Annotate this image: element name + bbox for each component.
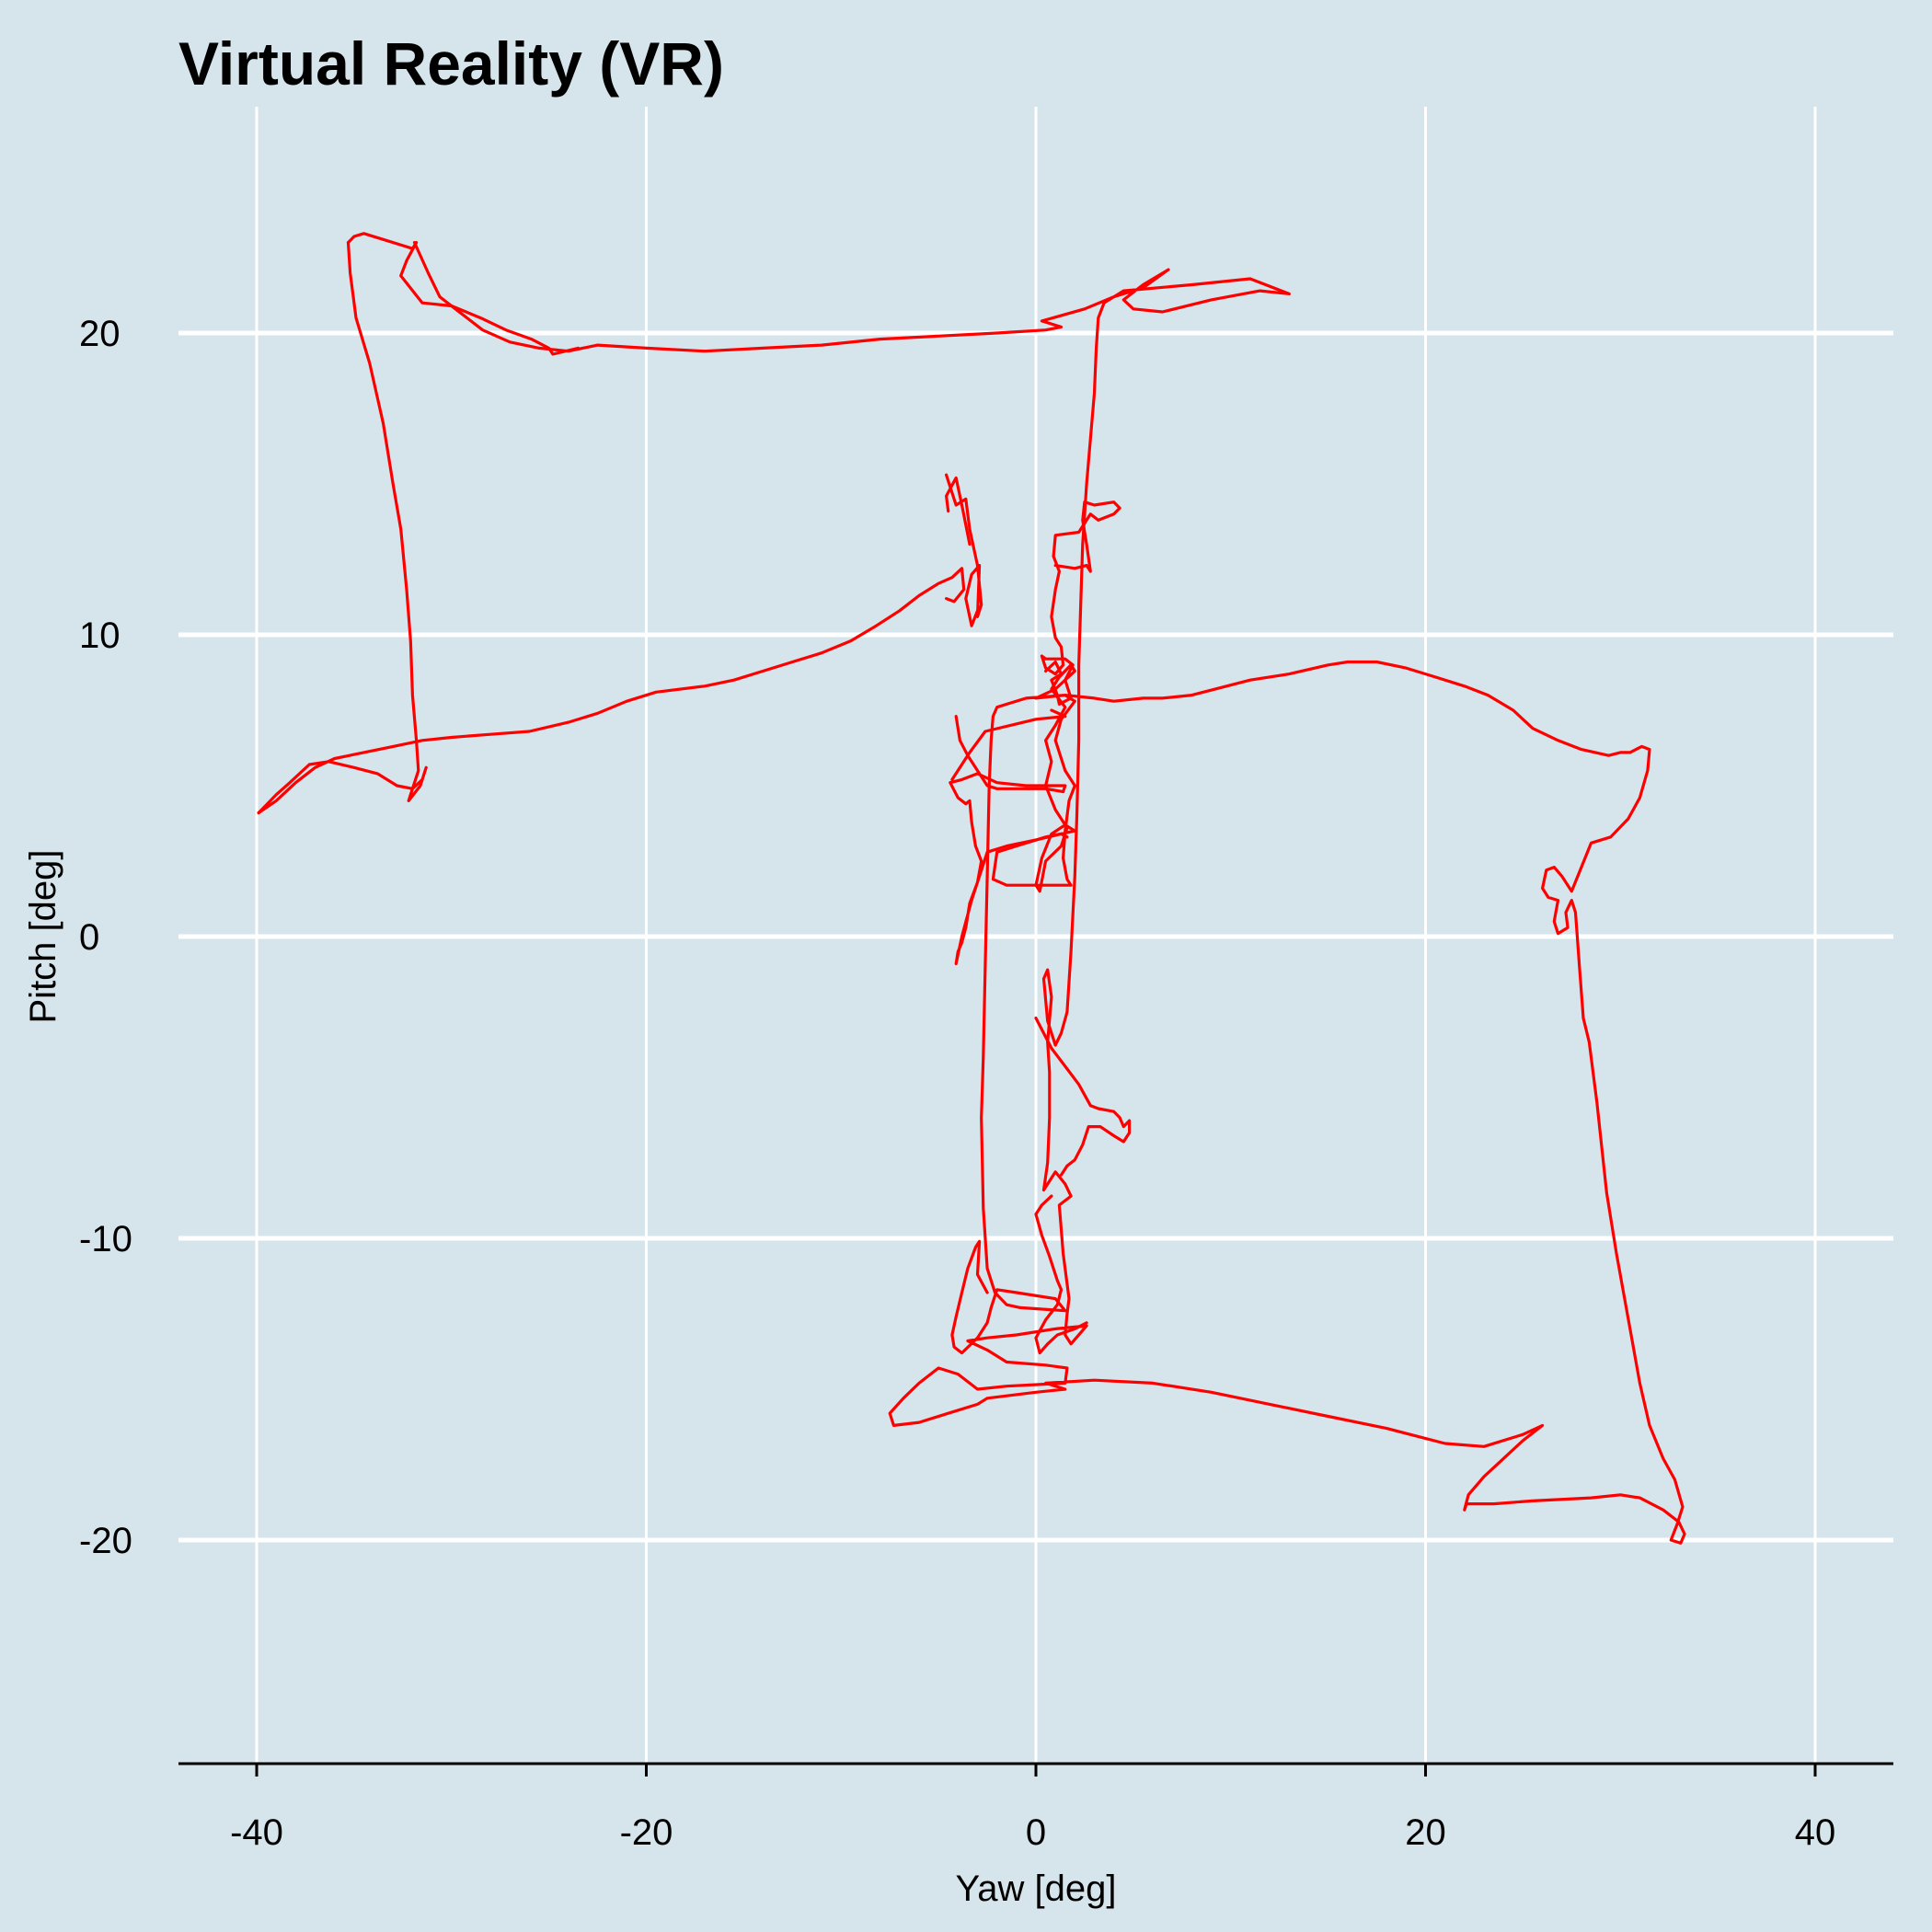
y-tick-label-4: 20 xyxy=(79,314,121,354)
trace-segment-3 xyxy=(257,241,428,815)
x-ticks: -40 -20 0 20 40 xyxy=(230,1764,1835,1853)
gaze-traces xyxy=(257,232,1686,1545)
x-tick-label-3: 20 xyxy=(1405,1812,1446,1853)
trace-segment-4 xyxy=(945,473,983,627)
x-tick-label-0: -40 xyxy=(230,1812,283,1853)
grid xyxy=(178,107,1893,1764)
x-tick-label-1: -20 xyxy=(620,1812,673,1853)
trace-segment-0 xyxy=(412,241,1686,1545)
y-axis-label: Pitch [deg] xyxy=(23,849,63,1023)
x-tick-label-2: 0 xyxy=(1026,1812,1046,1853)
y-tick-label-3: 10 xyxy=(79,615,121,656)
trace-segment-5 xyxy=(945,476,972,546)
chart-title: Virtual Reality (VR) xyxy=(178,29,724,98)
y-tick-label-2: 0 xyxy=(79,917,99,958)
trace-segment-8 xyxy=(1040,500,1121,706)
trace-segment-1 xyxy=(257,567,966,815)
x-axis-label: Yaw [deg] xyxy=(956,1869,1117,1909)
y-tick-label-1: -10 xyxy=(79,1219,132,1259)
trace-segment-7 xyxy=(949,715,1069,966)
y-ticks: -20 -10 0 10 20 xyxy=(79,314,132,1561)
x-tick-label-4: 40 xyxy=(1795,1812,1836,1853)
trace-segment-10 xyxy=(1034,1194,1088,1355)
trace-segment-6 xyxy=(950,708,1067,781)
trace-segment-2 xyxy=(346,232,580,356)
trace-segment-9 xyxy=(1034,1017,1132,1177)
y-tick-label-0: -20 xyxy=(79,1521,132,1561)
